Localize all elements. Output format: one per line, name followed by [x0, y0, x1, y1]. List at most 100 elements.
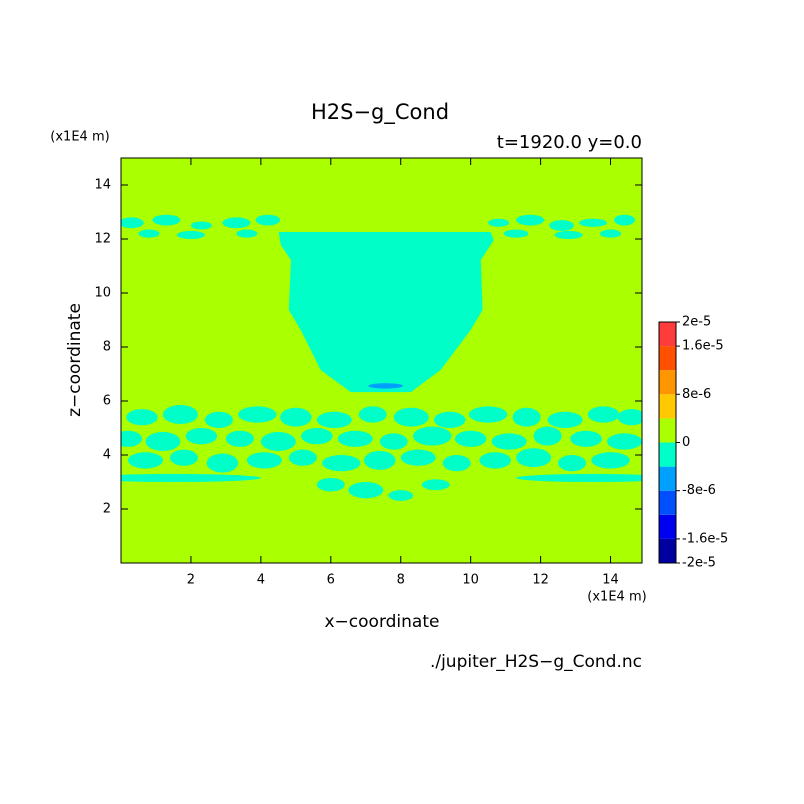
- contour-patch: [516, 473, 642, 482]
- contour-patch: [412, 426, 452, 446]
- contour-patch: [442, 455, 471, 472]
- colorbar-bin: [659, 514, 676, 539]
- contour-patch: [617, 409, 642, 426]
- x-tick-label: 4: [257, 573, 265, 588]
- contour-patch: [468, 406, 508, 423]
- contour-patch: [145, 432, 181, 451]
- colorbar-label: 2e-5: [682, 315, 711, 330]
- contour-patch: [138, 229, 160, 238]
- contour-patch: [421, 479, 450, 491]
- colorbar-bin: [659, 538, 676, 563]
- contour-patch: [570, 430, 602, 447]
- contour-patch: [127, 452, 163, 469]
- contour-patch: [388, 490, 413, 501]
- contour-patch: [301, 428, 333, 445]
- colorbar-label: 8e-6: [682, 387, 711, 402]
- colorbar-bin: [659, 442, 676, 467]
- contour-patch: [288, 449, 317, 466]
- chart-title: H2S−g_Cond: [311, 100, 449, 125]
- contour-patch: [433, 411, 466, 428]
- contour-patch: [600, 229, 622, 238]
- contour-patch: [591, 452, 630, 469]
- y-unit: (x1E4 m): [50, 130, 109, 145]
- colorbar-bin: [659, 490, 676, 515]
- contour-patch: [204, 411, 233, 428]
- contour-patch: [607, 433, 642, 450]
- contour-patch: [512, 407, 541, 427]
- x-axis-label: x−coordinate: [325, 612, 440, 632]
- contour-patch: [368, 383, 404, 389]
- contour-patch: [491, 433, 527, 450]
- y-tick-label: 6: [103, 394, 111, 409]
- contour-patch: [222, 217, 251, 229]
- plot-area: [121, 158, 642, 563]
- contour-patch: [121, 473, 261, 482]
- y-tick-label: 8: [103, 340, 111, 355]
- contour-patch: [488, 218, 510, 227]
- y-tick-label: 4: [103, 448, 111, 463]
- contour-patch: [358, 406, 387, 423]
- contour-patch: [246, 452, 282, 469]
- contour-patch: [255, 214, 281, 226]
- contour-patch: [162, 405, 198, 424]
- y-tick-label: 10: [94, 286, 111, 301]
- contour-patch: [176, 230, 205, 239]
- colorbar-bin: [659, 466, 676, 491]
- contour-patch: [516, 448, 552, 468]
- y-tick-label: 12: [94, 232, 111, 247]
- contour-patch: [364, 450, 396, 470]
- x-tick-label: 6: [327, 573, 335, 588]
- x-tick-label: 2: [187, 573, 195, 588]
- contour-patch: [121, 430, 142, 447]
- colorbar-label: 0: [682, 435, 690, 450]
- contour-patch: [554, 230, 583, 239]
- contour-patch: [316, 477, 345, 492]
- colorbar-bin: [659, 418, 676, 443]
- contour-patch: [479, 452, 511, 469]
- contour-patch: [579, 218, 608, 227]
- contour-patch: [260, 432, 296, 451]
- colorbar-bin: [659, 394, 676, 419]
- contour-region: [278, 231, 494, 393]
- contour-patch: [587, 406, 620, 423]
- colorbar-label: -2e-5: [682, 556, 716, 571]
- contour-patch: [558, 455, 587, 472]
- contour-patch: [533, 426, 562, 446]
- contour-patch: [348, 482, 384, 499]
- plot-frame: [120, 157, 643, 564]
- x-unit: (x1E4 m): [587, 590, 646, 605]
- contour-patch: [516, 214, 545, 226]
- contour-patch: [549, 220, 574, 231]
- contour-patch: [169, 449, 198, 466]
- y-axis-label: z−coordinate: [65, 303, 85, 417]
- source-file: ./jupiter_H2S−g_Cond.nc: [430, 652, 642, 672]
- contour-patch: [503, 229, 529, 238]
- contour-patch: [322, 455, 361, 472]
- contour-patch: [393, 407, 429, 427]
- contour-patch: [379, 433, 408, 450]
- contour-patch: [121, 217, 144, 229]
- colorbar-bin: [659, 322, 676, 347]
- contour-patch: [152, 214, 181, 226]
- colorbar-bin: [659, 370, 676, 395]
- contour-patch: [316, 411, 352, 428]
- contour-patch: [454, 430, 487, 447]
- contour-patch: [400, 449, 436, 466]
- colorbar-label: -1.6e-5: [682, 531, 728, 546]
- contour-patch: [225, 430, 254, 447]
- x-tick-label: 8: [397, 573, 405, 588]
- contour-patch: [185, 428, 218, 445]
- contour-patch: [547, 411, 583, 428]
- colorbar-label: 1.6e-5: [682, 339, 724, 354]
- x-tick-label: 10: [462, 573, 479, 588]
- contour-patch: [238, 406, 277, 423]
- contour-patch: [126, 409, 158, 426]
- colorbar-label: -8e-6: [682, 483, 716, 498]
- contour-patch: [337, 430, 373, 447]
- x-tick-label: 14: [602, 573, 619, 588]
- y-tick-label: 14: [94, 178, 111, 193]
- subtitle: t=1920.0 y=0.0: [497, 132, 642, 153]
- contour-patch: [280, 407, 312, 427]
- contour-patch: [206, 453, 239, 473]
